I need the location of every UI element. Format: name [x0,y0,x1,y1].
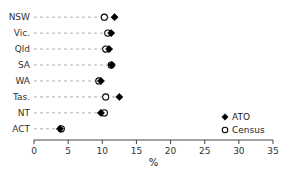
leader-line [34,33,111,34]
point-diamond [106,45,113,52]
point-diamond [108,61,115,68]
point-circle [103,94,109,100]
x-tick [102,140,103,144]
legend-label: ATO [232,112,250,122]
x-tick [136,140,137,144]
category-label: NT [18,108,31,118]
x-tick-label: 20 [165,146,177,156]
leader-line [34,112,104,113]
chart: 0 5 10 15 20 25 30 35% NSW Vic. Qld SA WA Tas. NT ACT AT… [0,0,283,170]
leader-line [34,80,101,81]
category-label: SA [18,60,31,70]
category-label: WA [15,76,30,86]
leader-line [34,49,109,50]
category-label: Qld [15,44,30,54]
leader-line [34,65,112,66]
x-tick-label: 30 [233,146,245,156]
category-label: ACT [12,124,30,134]
point-diamond [108,30,115,37]
plot-area [34,14,123,133]
x-tick-label: 5 [65,146,71,156]
category-label: Vic. [14,28,30,38]
legend: ATO Census [222,112,265,135]
point-diamond [97,77,104,84]
legend-marker [222,114,228,120]
category-label: Tas. [12,92,30,102]
x-tick [34,140,35,144]
x-tick [273,140,274,144]
x-tick-label: 0 [31,146,37,156]
point-diamond [116,93,123,100]
x-axis-label: % [149,157,159,168]
legend-label: Census [232,125,265,135]
x-tick [204,140,205,144]
x-tick-label: 10 [97,146,109,156]
point-diamond [56,125,63,132]
x-tick [238,140,239,144]
legend-marker [222,127,227,132]
point-diamond [111,14,118,21]
point-diamond [97,109,104,116]
x-tick-label: 15 [131,146,142,156]
x-tick-label: 35 [267,146,278,156]
x-tick [170,140,171,144]
x-tick-label: 25 [199,146,210,156]
x-axis: 0 5 10 15 20 25 30 35 [31,140,279,156]
x-axis-line [34,140,273,141]
point-circle [101,14,107,20]
category-label: NSW [9,12,30,22]
x-tick [68,140,69,144]
